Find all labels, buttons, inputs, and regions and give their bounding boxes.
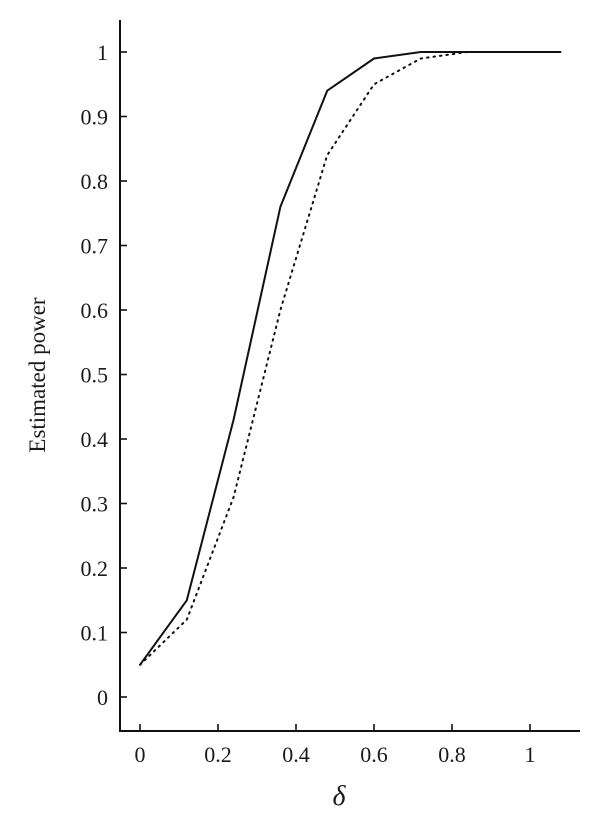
y-tick-label: 0.2 (81, 556, 109, 581)
x-ticks: 0 0.2 0.4 0.6 0.8 1 (135, 724, 536, 767)
x-tick-label: 0.4 (282, 742, 310, 767)
x-axis-title: δ (332, 781, 346, 812)
y-tick-label: 0.7 (81, 234, 109, 259)
x-tick-label: 0 (135, 742, 146, 767)
y-tick-label: 0.4 (81, 427, 109, 452)
y-tick-label: 1 (97, 40, 108, 65)
y-tick-label: 0 (97, 685, 108, 710)
y-tick-label: 0.9 (81, 105, 109, 130)
x-tick-label: 0.8 (438, 742, 466, 767)
y-tick-label: 0.1 (81, 621, 109, 646)
y-tick-label: 0.3 (81, 492, 109, 517)
axes (119, 20, 580, 732)
y-ticks: 0 0.1 0.2 0.3 0.4 0.5 0.6 0.7 0.8 0.9 1 (81, 40, 127, 710)
y-tick-label: 0.5 (81, 363, 109, 388)
x-tick-label: 0.2 (204, 742, 232, 767)
y-axis-title: Estimated power (25, 297, 50, 453)
x-tick-label: 0.6 (360, 742, 388, 767)
series-solid-line (139, 51, 562, 666)
y-tick-label: 0.8 (81, 169, 109, 194)
series-dotted-line (139, 51, 563, 666)
x-tick-label: 1 (525, 742, 536, 767)
plot-lines (139, 51, 563, 666)
y-tick-label: 0.6 (81, 298, 109, 323)
